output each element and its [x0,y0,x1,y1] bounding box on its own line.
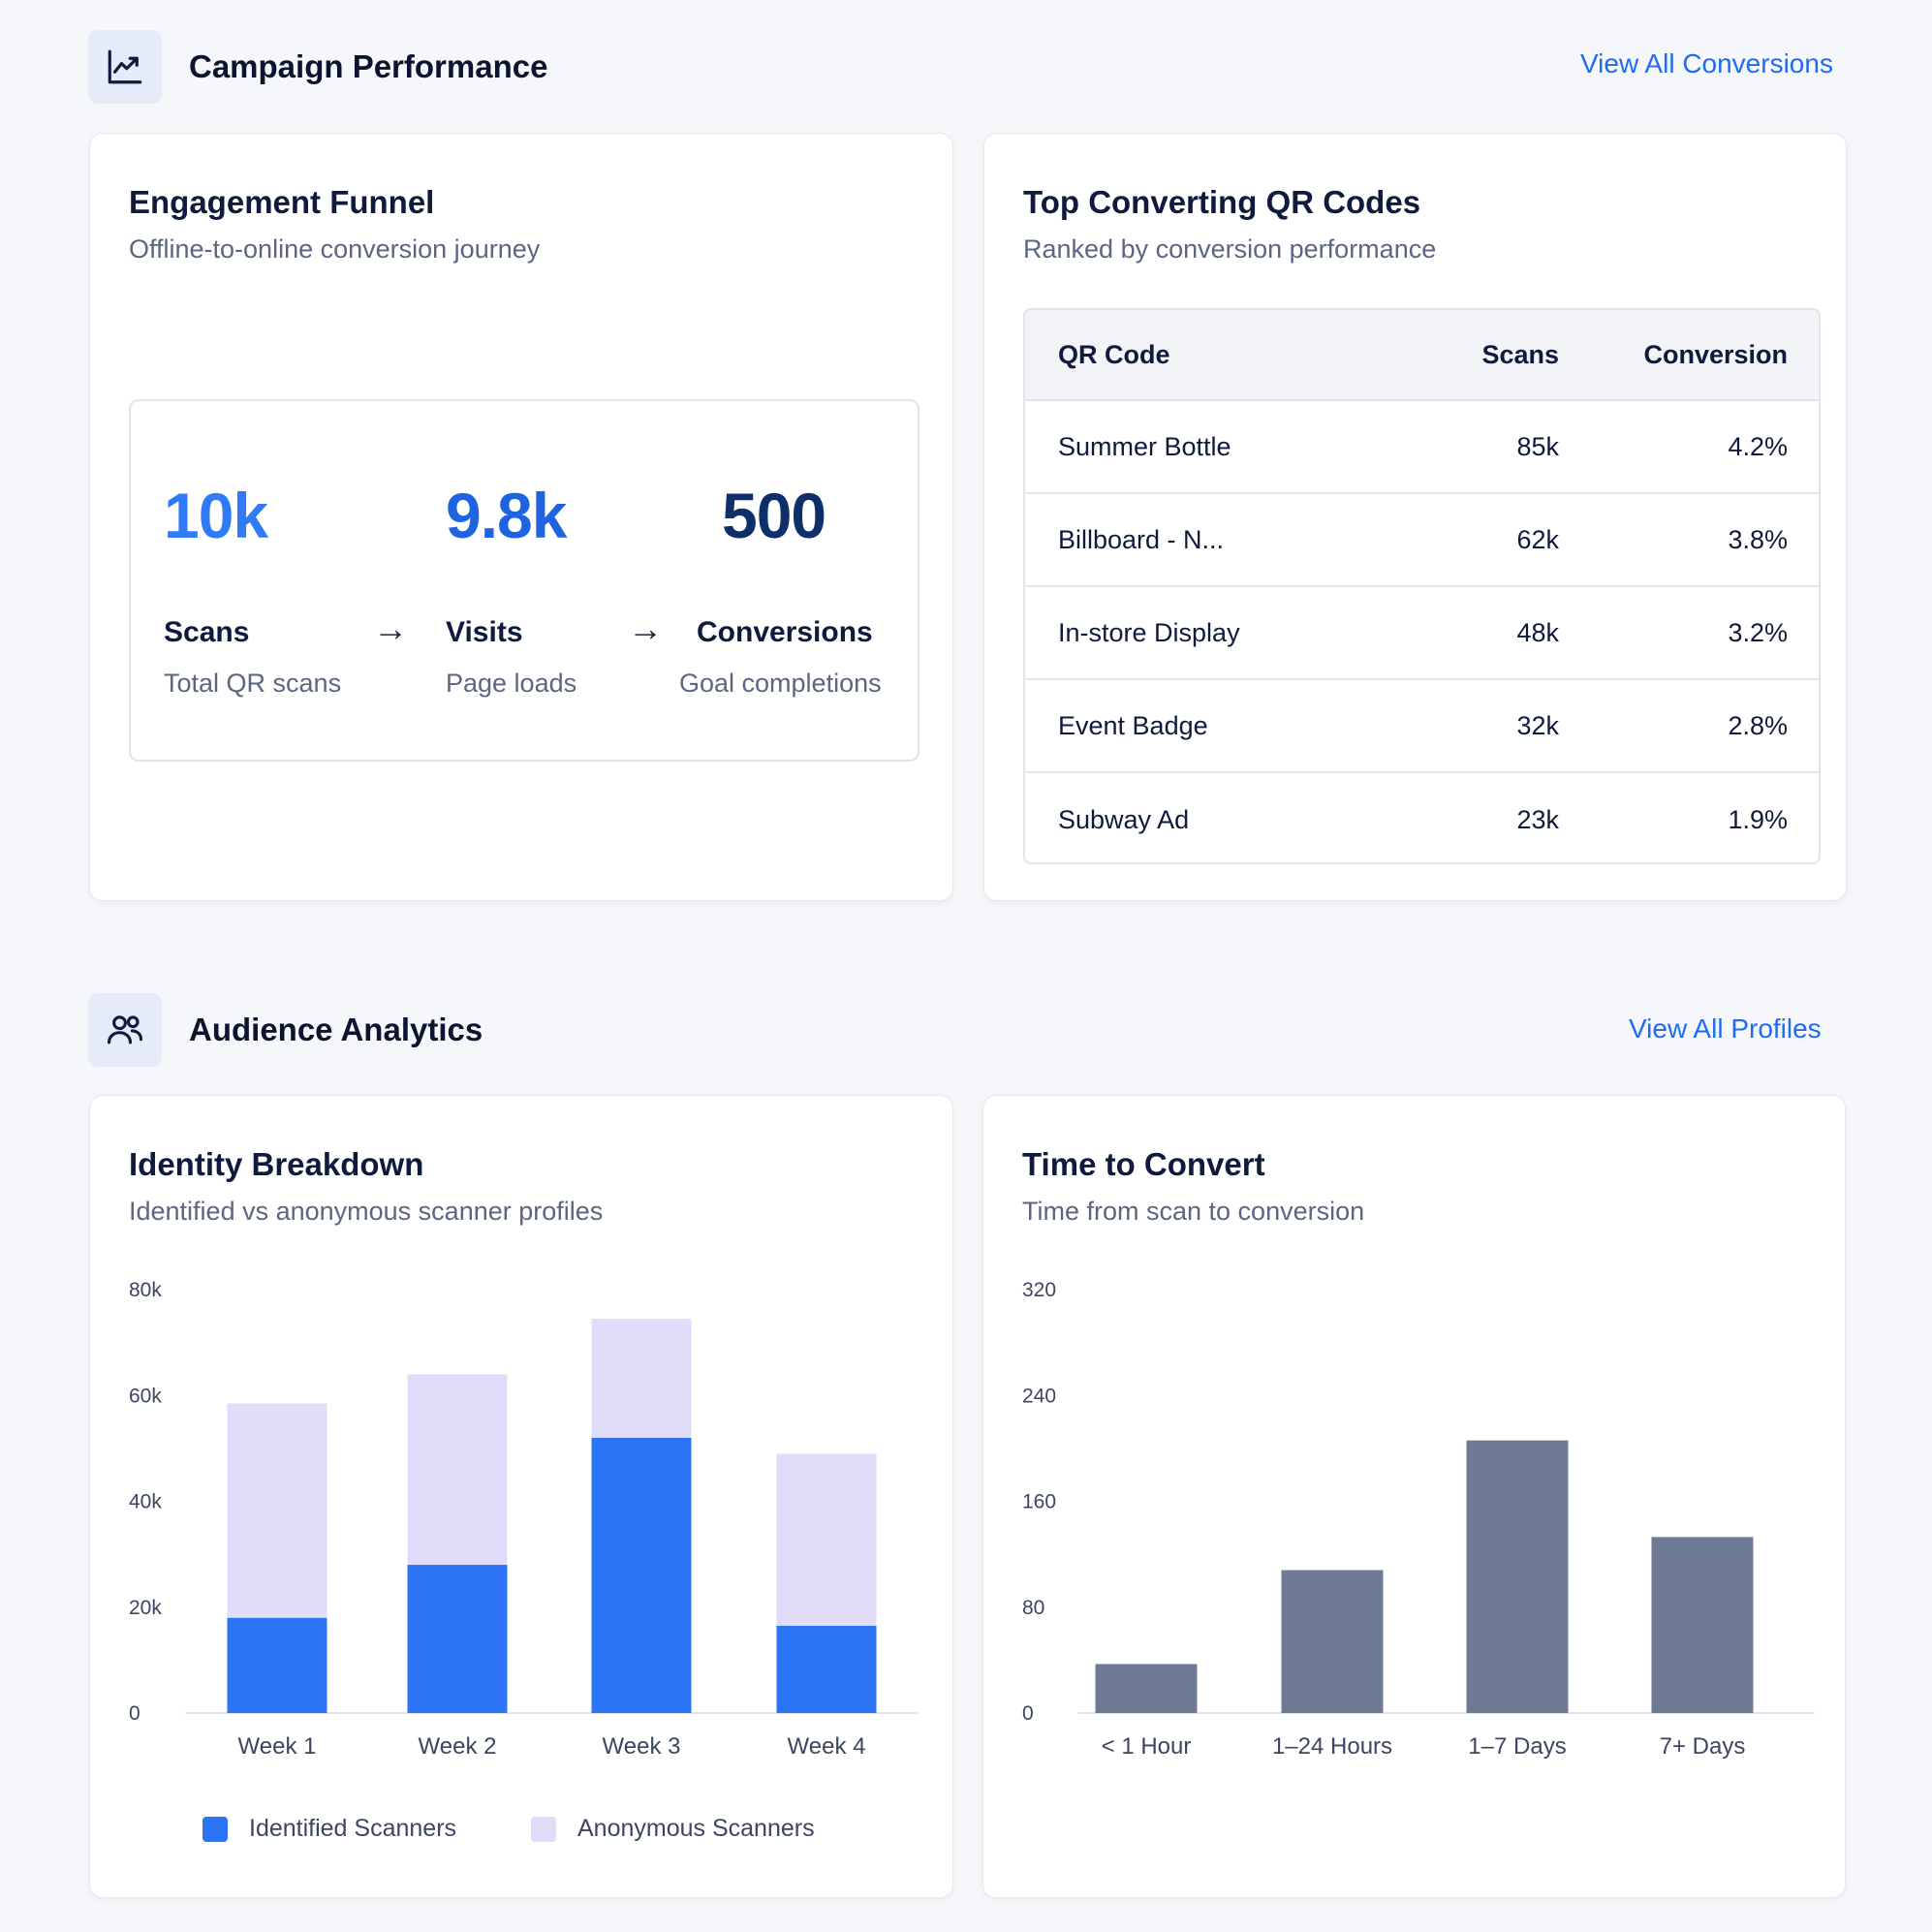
y-tick-label: 160 [1022,1491,1056,1513]
x-tick-label: Week 1 [238,1733,317,1760]
funnel-scans-desc: Total QR scans [164,669,342,698]
y-tick-label: 80k [129,1279,162,1301]
bar-identified [407,1565,508,1713]
bar [1095,1664,1198,1713]
bar [1281,1570,1384,1713]
bar-identified [591,1437,692,1713]
qr-code-conversion: 2.8% [1728,710,1788,740]
qr-code-scans: 48k [1516,617,1559,647]
qr-codes-title: Top Converting QR Codes [1023,184,1421,220]
legend-label-identified: Identified Scanners [249,1815,457,1842]
time-bar-chart: 0 80 160 240 320 < 1 Hour 1–24 Hours 1–7 Days 7+… [1022,1279,1815,1760]
engagement-funnel-card: Engagement Funnel Offline-to-online conv… [89,133,953,901]
qr-code-name: Event Badge [1058,710,1208,740]
funnel-conversions-value: 500 [722,480,826,551]
legend-swatch-anonymous [531,1816,556,1842]
campaign-section-header: Campaign Performance [88,30,547,104]
y-tick-label: 80 [1022,1597,1044,1619]
funnel-conversions-desc: Goal completions [679,669,882,698]
arrow-right-icon: → [628,608,663,648]
qr-code-scans: 23k [1516,804,1559,834]
y-tick-label: 0 [129,1702,140,1725]
funnel-conversions-label: Conversions [697,616,873,648]
time-subtitle: Time from scan to conversion [1022,1197,1365,1226]
identity-breakdown-card: Identity Breakdown Identified vs anonymo… [89,1095,953,1898]
x-tick-label: Week 4 [788,1733,866,1760]
funnel-scans-value: 10k [164,480,268,551]
qr-code-name: In-store Display [1058,617,1240,647]
x-tick-label: 7+ Days [1660,1733,1746,1760]
time-to-convert-card: Time to Convert Time from scan to conver… [982,1095,1846,1898]
audience-section-title: Audience Analytics [189,1012,483,1047]
qr-codes-table: QR Code Scans Conversion Summer Bottle 8… [1023,308,1821,864]
view-all-conversions-link[interactable]: View All Conversions [1580,48,1833,78]
table-row[interactable]: Summer Bottle 85k 4.2% [1025,401,1819,494]
legend-identified: Identified Scanners [203,1815,456,1843]
legend-label-anonymous: Anonymous Scanners [577,1815,815,1842]
y-tick-label: 60k [129,1385,162,1407]
qr-code-name: Billboard - N... [1058,524,1225,554]
bar-anonymous [591,1319,692,1438]
bar-identified [227,1617,327,1713]
top-qr-codes-card: Top Converting QR Codes Ranked by conver… [983,133,1847,901]
bar-anonymous [776,1453,877,1626]
legend-swatch-identified [203,1816,228,1842]
x-tick-label: Week 3 [603,1733,681,1760]
legend-anonymous: Anonymous Scanners [531,1815,815,1843]
view-all-profiles-link[interactable]: View All Profiles [1629,1013,1822,1044]
qr-code-conversion: 3.2% [1728,617,1788,647]
table-row[interactable]: Event Badge 32k 2.8% [1025,680,1819,773]
line-chart-icon [88,30,162,104]
y-tick-label: 0 [1022,1702,1034,1725]
x-tick-label: Week 2 [419,1733,497,1760]
qr-code-scans: 32k [1516,710,1559,740]
funnel-title: Engagement Funnel [129,184,435,220]
bar [1466,1440,1569,1713]
bar-anonymous [227,1403,327,1618]
table-row[interactable]: Subway Ad 23k 1.9% [1025,773,1819,862]
qr-code-conversion: 4.2% [1728,431,1788,461]
bar [1651,1537,1754,1713]
x-tick-label: 1–7 Days [1468,1733,1566,1760]
x-tick-label: < 1 Hour [1102,1733,1192,1760]
qr-code-name: Subway Ad [1058,804,1190,834]
column-header-scans[interactable]: Scans [1481,339,1559,369]
y-tick-label: 20k [129,1597,162,1619]
qr-code-name: Summer Bottle [1058,431,1231,461]
column-header-qr-code[interactable]: QR Code [1058,339,1170,369]
arrow-right-icon: → [373,608,408,648]
users-icon [88,993,162,1067]
table-header: QR Code Scans Conversion [1025,310,1819,401]
y-tick-label: 320 [1022,1279,1056,1301]
identity-subtitle: Identified vs anonymous scanner profiles [129,1197,604,1226]
bar-identified [776,1625,877,1713]
x-tick-label: 1–24 Hours [1272,1733,1392,1760]
qr-code-conversion: 3.8% [1728,524,1788,554]
funnel-visits-label: Visits [446,616,523,648]
qr-code-scans: 62k [1516,524,1559,554]
identity-bar-chart: 0 20k 40k 60k 80k Week 1 Week 2 Week 3 Week 4 [129,1279,919,1760]
time-title: Time to Convert [1022,1146,1265,1182]
bar-anonymous [407,1374,508,1566]
funnel-box: 10k Scans Total QR scans → 9.8k Visits P… [129,399,919,762]
qr-code-conversion: 1.9% [1728,804,1788,834]
qr-code-scans: 85k [1516,431,1559,461]
identity-title: Identity Breakdown [129,1146,424,1182]
funnel-visits-desc: Page loads [446,669,577,698]
funnel-visits-value: 9.8k [446,480,567,551]
table-row[interactable]: Billboard - N... 62k 3.8% [1025,494,1819,587]
y-tick-label: 40k [129,1491,162,1513]
funnel-subtitle: Offline-to-online conversion journey [129,234,541,264]
audience-section-header: Audience Analytics [88,993,483,1067]
column-header-conversion[interactable]: Conversion [1643,339,1788,369]
funnel-scans-label: Scans [164,616,250,648]
campaign-section-title: Campaign Performance [189,48,548,84]
qr-codes-subtitle: Ranked by conversion performance [1023,234,1437,264]
table-row[interactable]: In-store Display 48k 3.2% [1025,587,1819,680]
y-tick-label: 240 [1022,1385,1056,1407]
